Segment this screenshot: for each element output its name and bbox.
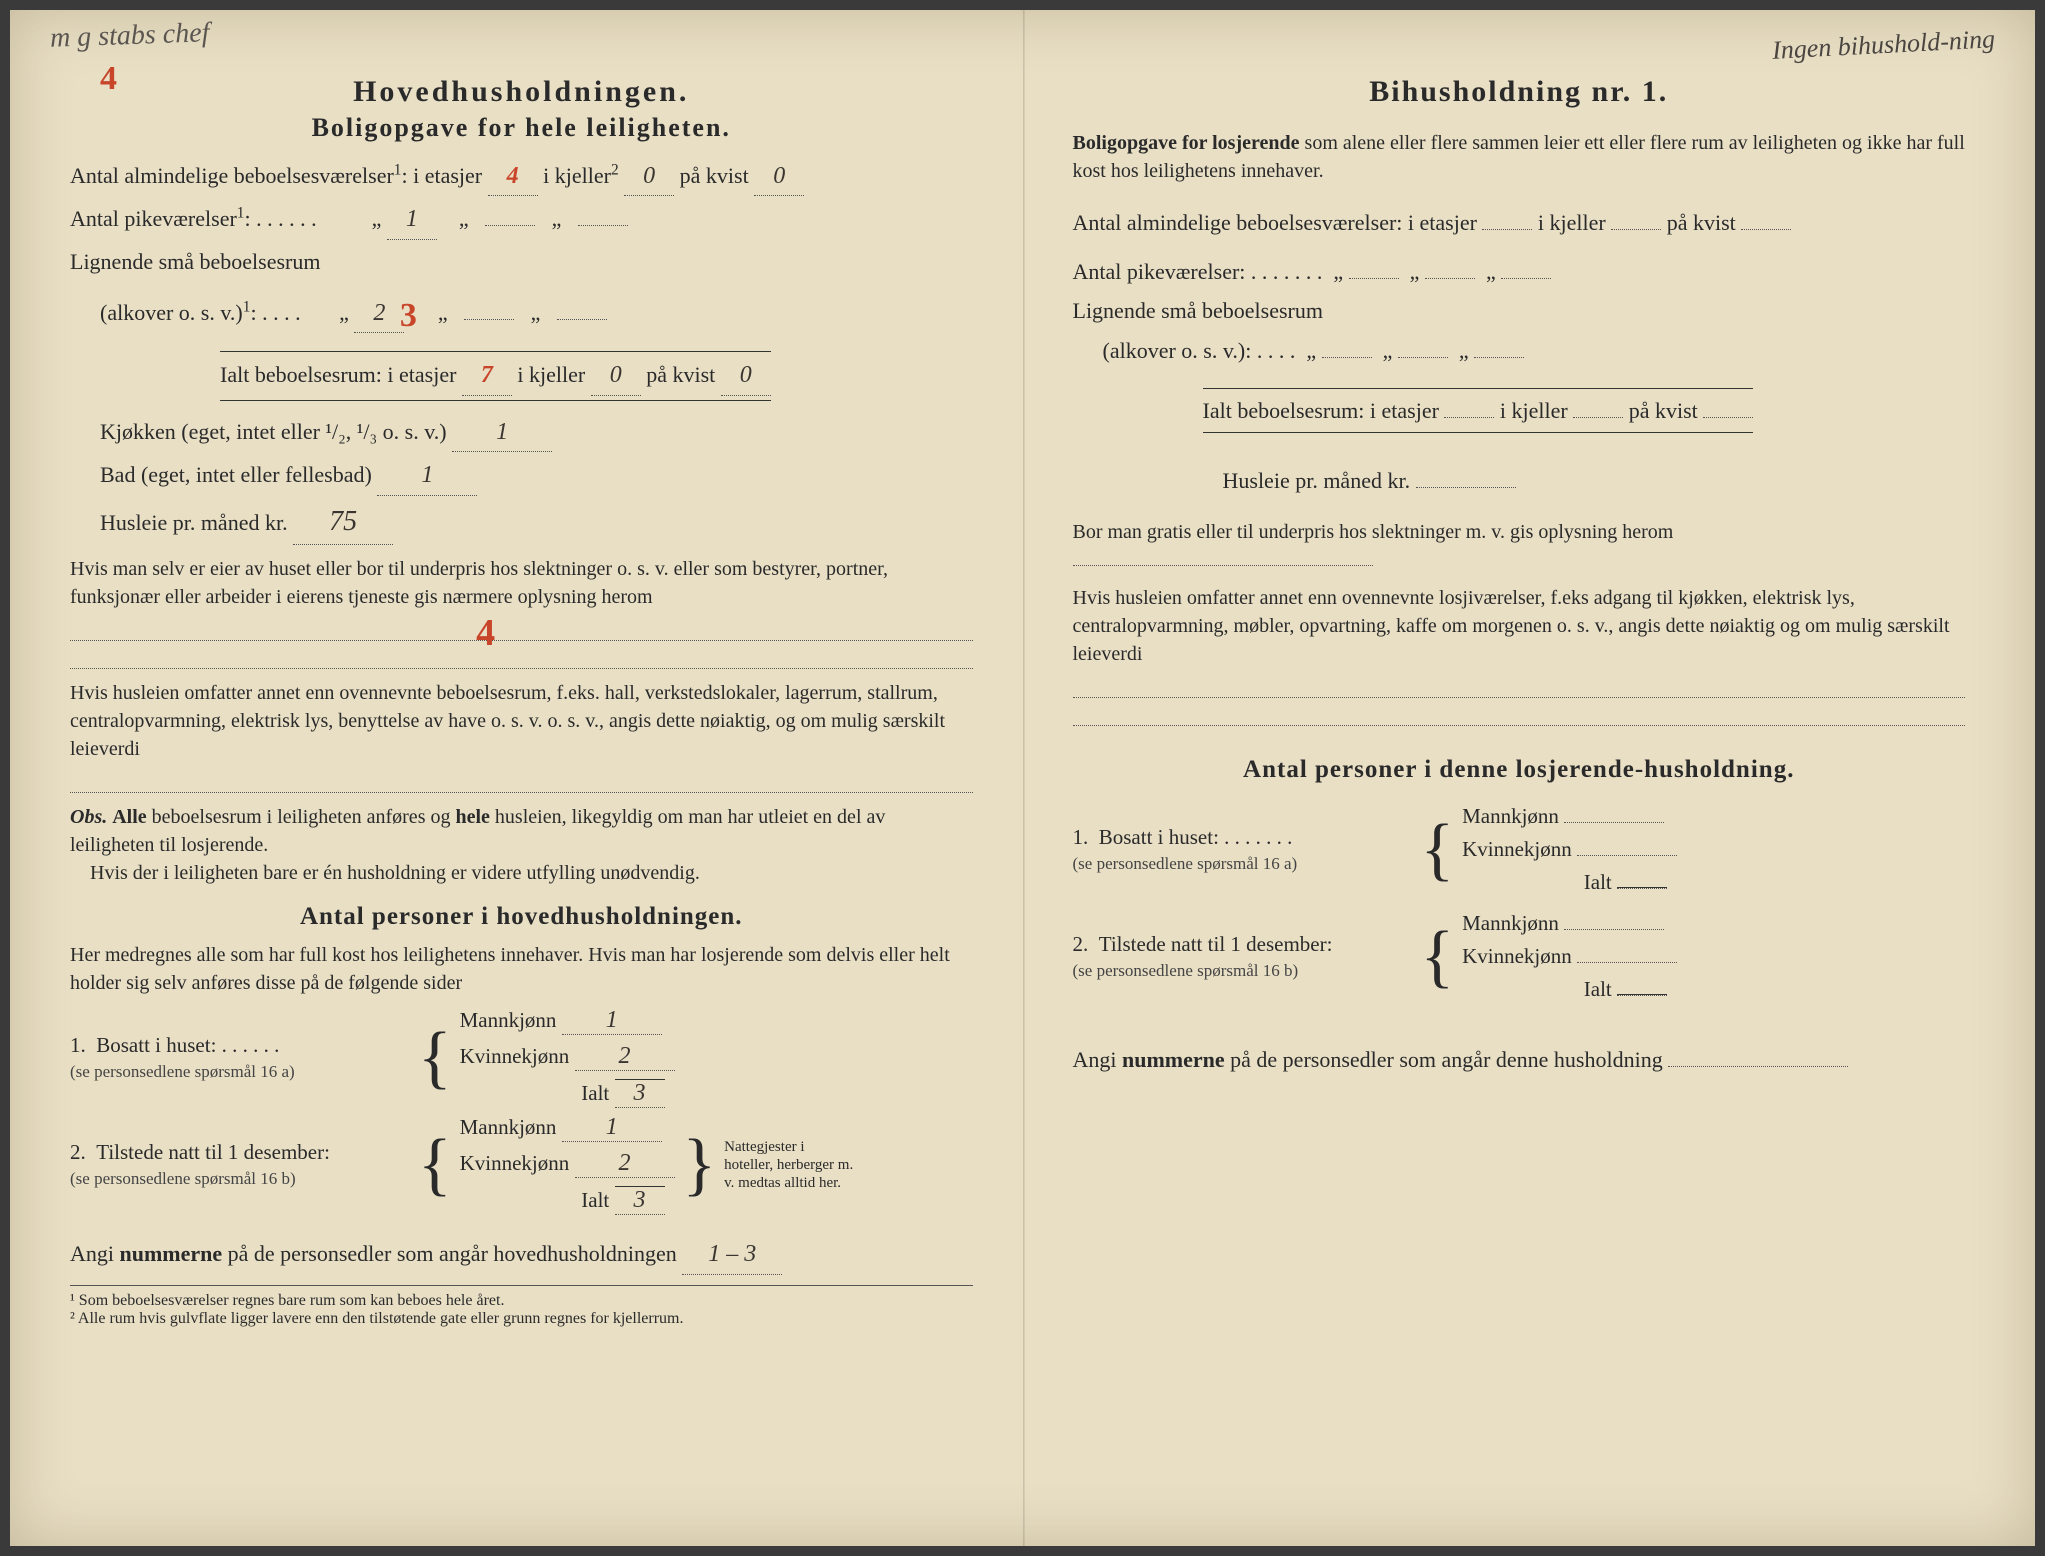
r-persons-title: Antal personer i denne losjerende-hushol… [1073,756,1966,784]
para-eier: Hvis man selv er eier av huset eller bor… [70,555,973,611]
r-husleie: Husleie pr. måned kr. [1223,463,1966,498]
r-q1: 1. Bosatt i huset: . . . . . . . (se per… [1073,804,1966,895]
husleie-line: Husleie pr. måned kr. 75 [100,500,973,546]
blank-line-3 [70,773,973,793]
r-alkover: (alkover o. s. v.): . . . . „ „ „ [1103,333,1966,368]
right-title: Bihusholdning nr. 1. [1073,75,1966,109]
kjokken-line: Kjøkken (eget, intet eller ¹/₂, ¹/₃ o. s… [100,413,973,452]
r-q2: 2. Tilstede natt til 1 desember: (se per… [1073,911,1966,1002]
r-bor-gratis: Bor man gratis eller til underpris hos s… [1073,518,1966,574]
right-margin-note: Ingen bihushold-ning [1771,24,1995,66]
obs-section: Obs. Alle beboelsesrum i leiligheten anf… [70,803,973,887]
q2-row: 2. Tilstede natt til 1 desember: (se per… [70,1114,973,1215]
main-title: Hovedhusholdningen. [70,75,973,109]
angi-line: Angi nummerne på de personsedler som ang… [70,1235,973,1274]
alkover-line: (alkover o. s. v.)1: . . . . „ 2 3 „ „ [100,283,973,337]
margin-note: m g stabs chef [49,17,209,55]
bad-line: Bad (eget, intet eller fellesbad) 1 [100,456,973,495]
r-blank-2 [1073,706,1966,726]
r-angi: Angi nummerne på de personsedler som ang… [1073,1042,1966,1077]
r-line1: Antal almindelige beboelsesværelser: i e… [1073,205,1966,240]
r-line2: Antal pikeværelser: . . . . . . . „ „ „ [1073,254,1966,289]
census-document: m g stabs chef 4 Hovedhusholdningen. Bol… [10,10,2035,1546]
subtitle: Boligopgave for hele leiligheten. [70,113,973,143]
footnotes: ¹ Som beboelsesværelser regnes bare rum … [70,1285,973,1328]
persons-intro: Her medregnes alle som har full kost hos… [70,941,973,997]
r-blank-1 [1073,678,1966,698]
persons-title: Antal personer i hovedhusholdningen. [70,903,973,931]
para-husleie: Hvis husleien omfatter annet enn ovennev… [70,679,973,763]
blank-line-1: 4 [70,621,973,641]
rooms-line-1: Antal almindelige beboelsesværelser1: i … [70,157,973,196]
left-page: m g stabs chef 4 Hovedhusholdningen. Bol… [10,10,1023,1546]
pike-line: Antal pikeværelser1: . . . . . . „ 1 „ „ [70,200,973,239]
r-para2: Hvis husleien omfatter annet enn ovennev… [1073,584,1966,668]
right-intro: Boligopgave for losjerende som alene ell… [1073,129,1966,185]
natte-note: Nattegjester i hoteller, herberger m. v.… [724,1138,854,1192]
r-lignende: Lignende små beboelsesrum [1073,293,1966,328]
lignende-label: Lignende små beboelsesrum [70,244,973,279]
ialt-line: Ialt beboelsesrum: i etasjer 7 i kjeller… [220,351,973,400]
q1-row: 1. Bosatt i huset: . . . . . . (se perso… [70,1007,973,1108]
red-4: 4 [100,60,117,98]
right-page: Ingen bihushold-ning Bihusholdning nr. 1… [1023,10,2036,1546]
blank-line-2 [70,649,973,669]
r-ialt: Ialt beboelsesrum: i etasjer i kjeller p… [1203,388,1966,433]
